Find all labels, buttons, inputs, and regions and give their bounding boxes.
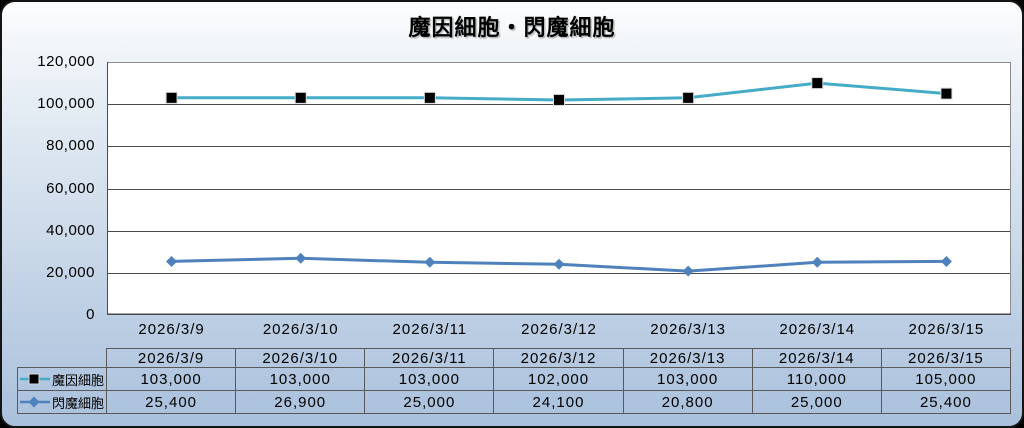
table-cell-value: 25,400 <box>105 390 237 414</box>
table-header-date: 2026/3/11 <box>364 348 495 368</box>
table-header-date: 2026/3/15 <box>880 348 1012 368</box>
x-axis-label: 2026/3/10 <box>262 321 339 338</box>
square-marker-icon <box>553 93 565 106</box>
table-header-date: 2026/3/10 <box>235 348 366 368</box>
diamond-marker-icon <box>940 255 952 267</box>
x-axis-label: 2026/3/9 <box>138 321 205 338</box>
diamond-marker-icon <box>553 258 565 270</box>
x-axis-label: 2026/3/15 <box>908 321 985 338</box>
table-corner <box>18 349 107 368</box>
series-legend-cell: 閃魔細胞 <box>17 390 107 414</box>
table-cell-value: 103,000 <box>235 367 366 391</box>
table-row: 魔因細胞 103,000 103,000 103,000 102,000 103,000 1… <box>17 367 1012 391</box>
table-cell-value: 25,000 <box>751 390 882 414</box>
diamond-legend-marker-icon <box>20 396 50 408</box>
square-marker-icon <box>811 77 824 90</box>
series-name-label: 魔因細胞 <box>52 372 105 388</box>
series-name-label: 閃魔細胞 <box>52 395 105 411</box>
plot-canvas <box>107 62 1011 315</box>
x-axis-label: 2026/3/11 <box>392 321 468 338</box>
table-cell-value: 24,100 <box>493 390 624 414</box>
square-marker-icon <box>940 87 953 100</box>
table-cell-value: 26,900 <box>235 390 366 414</box>
y-axis-label: 0 <box>86 306 95 323</box>
table-cell-value: 25,400 <box>880 390 1012 414</box>
x-axis-label: 2026/3/12 <box>521 321 597 338</box>
table-row: 閃魔細胞 25,400 26,900 25,000 24,100 20,800 25,000… <box>17 390 1012 414</box>
chart-title: 魔因細胞・閃魔細胞 <box>408 15 616 40</box>
data-table: 2026/3/9 2026/3/10 2026/3/11 2026/3/12 2026/… <box>17 348 1012 414</box>
y-axis-label: 60,000 <box>46 179 95 197</box>
table-header-date: 2026/3/12 <box>493 348 624 368</box>
table-cell-value: 103,000 <box>622 367 753 391</box>
square-marker-icon <box>165 91 178 104</box>
table-cell-value: 102,000 <box>493 367 624 391</box>
diamond-marker-icon <box>295 252 307 264</box>
y-axis-label: 100,000 <box>37 95 95 113</box>
series-legend-cell: 魔因細胞 <box>17 367 107 391</box>
square-marker-icon <box>294 91 307 104</box>
x-axis-label: 2026/3/13 <box>650 321 726 338</box>
square-marker-icon <box>423 91 436 104</box>
square-legend-marker-icon <box>20 373 50 385</box>
table-cell-value: 110,000 <box>751 367 882 391</box>
y-axis-label: 120,000 <box>37 53 95 70</box>
table-cell-value: 103,000 <box>105 367 237 391</box>
table-cell-value: 103,000 <box>364 367 495 391</box>
y-axis-label: 80,000 <box>46 137 95 155</box>
diamond-marker-icon <box>166 255 178 267</box>
x-axis-label: 2026/3/14 <box>779 321 856 338</box>
table-cell-value: 20,800 <box>622 390 753 414</box>
diamond-marker-icon <box>811 256 823 268</box>
square-marker-icon <box>682 91 695 104</box>
diamond-marker-icon <box>682 265 694 277</box>
table-cell-value: 105,000 <box>880 367 1012 391</box>
table-header-date: 2026/3/9 <box>105 348 237 368</box>
plot-area <box>107 62 1011 315</box>
table-header-date: 2026/3/14 <box>751 348 882 368</box>
table-cell-value: 25,000 <box>364 390 495 414</box>
y-axis-label: 20,000 <box>46 263 95 281</box>
table-header-date: 2026/3/13 <box>622 348 753 368</box>
y-axis-label: 40,000 <box>46 221 95 239</box>
diamond-marker-icon <box>424 256 436 268</box>
